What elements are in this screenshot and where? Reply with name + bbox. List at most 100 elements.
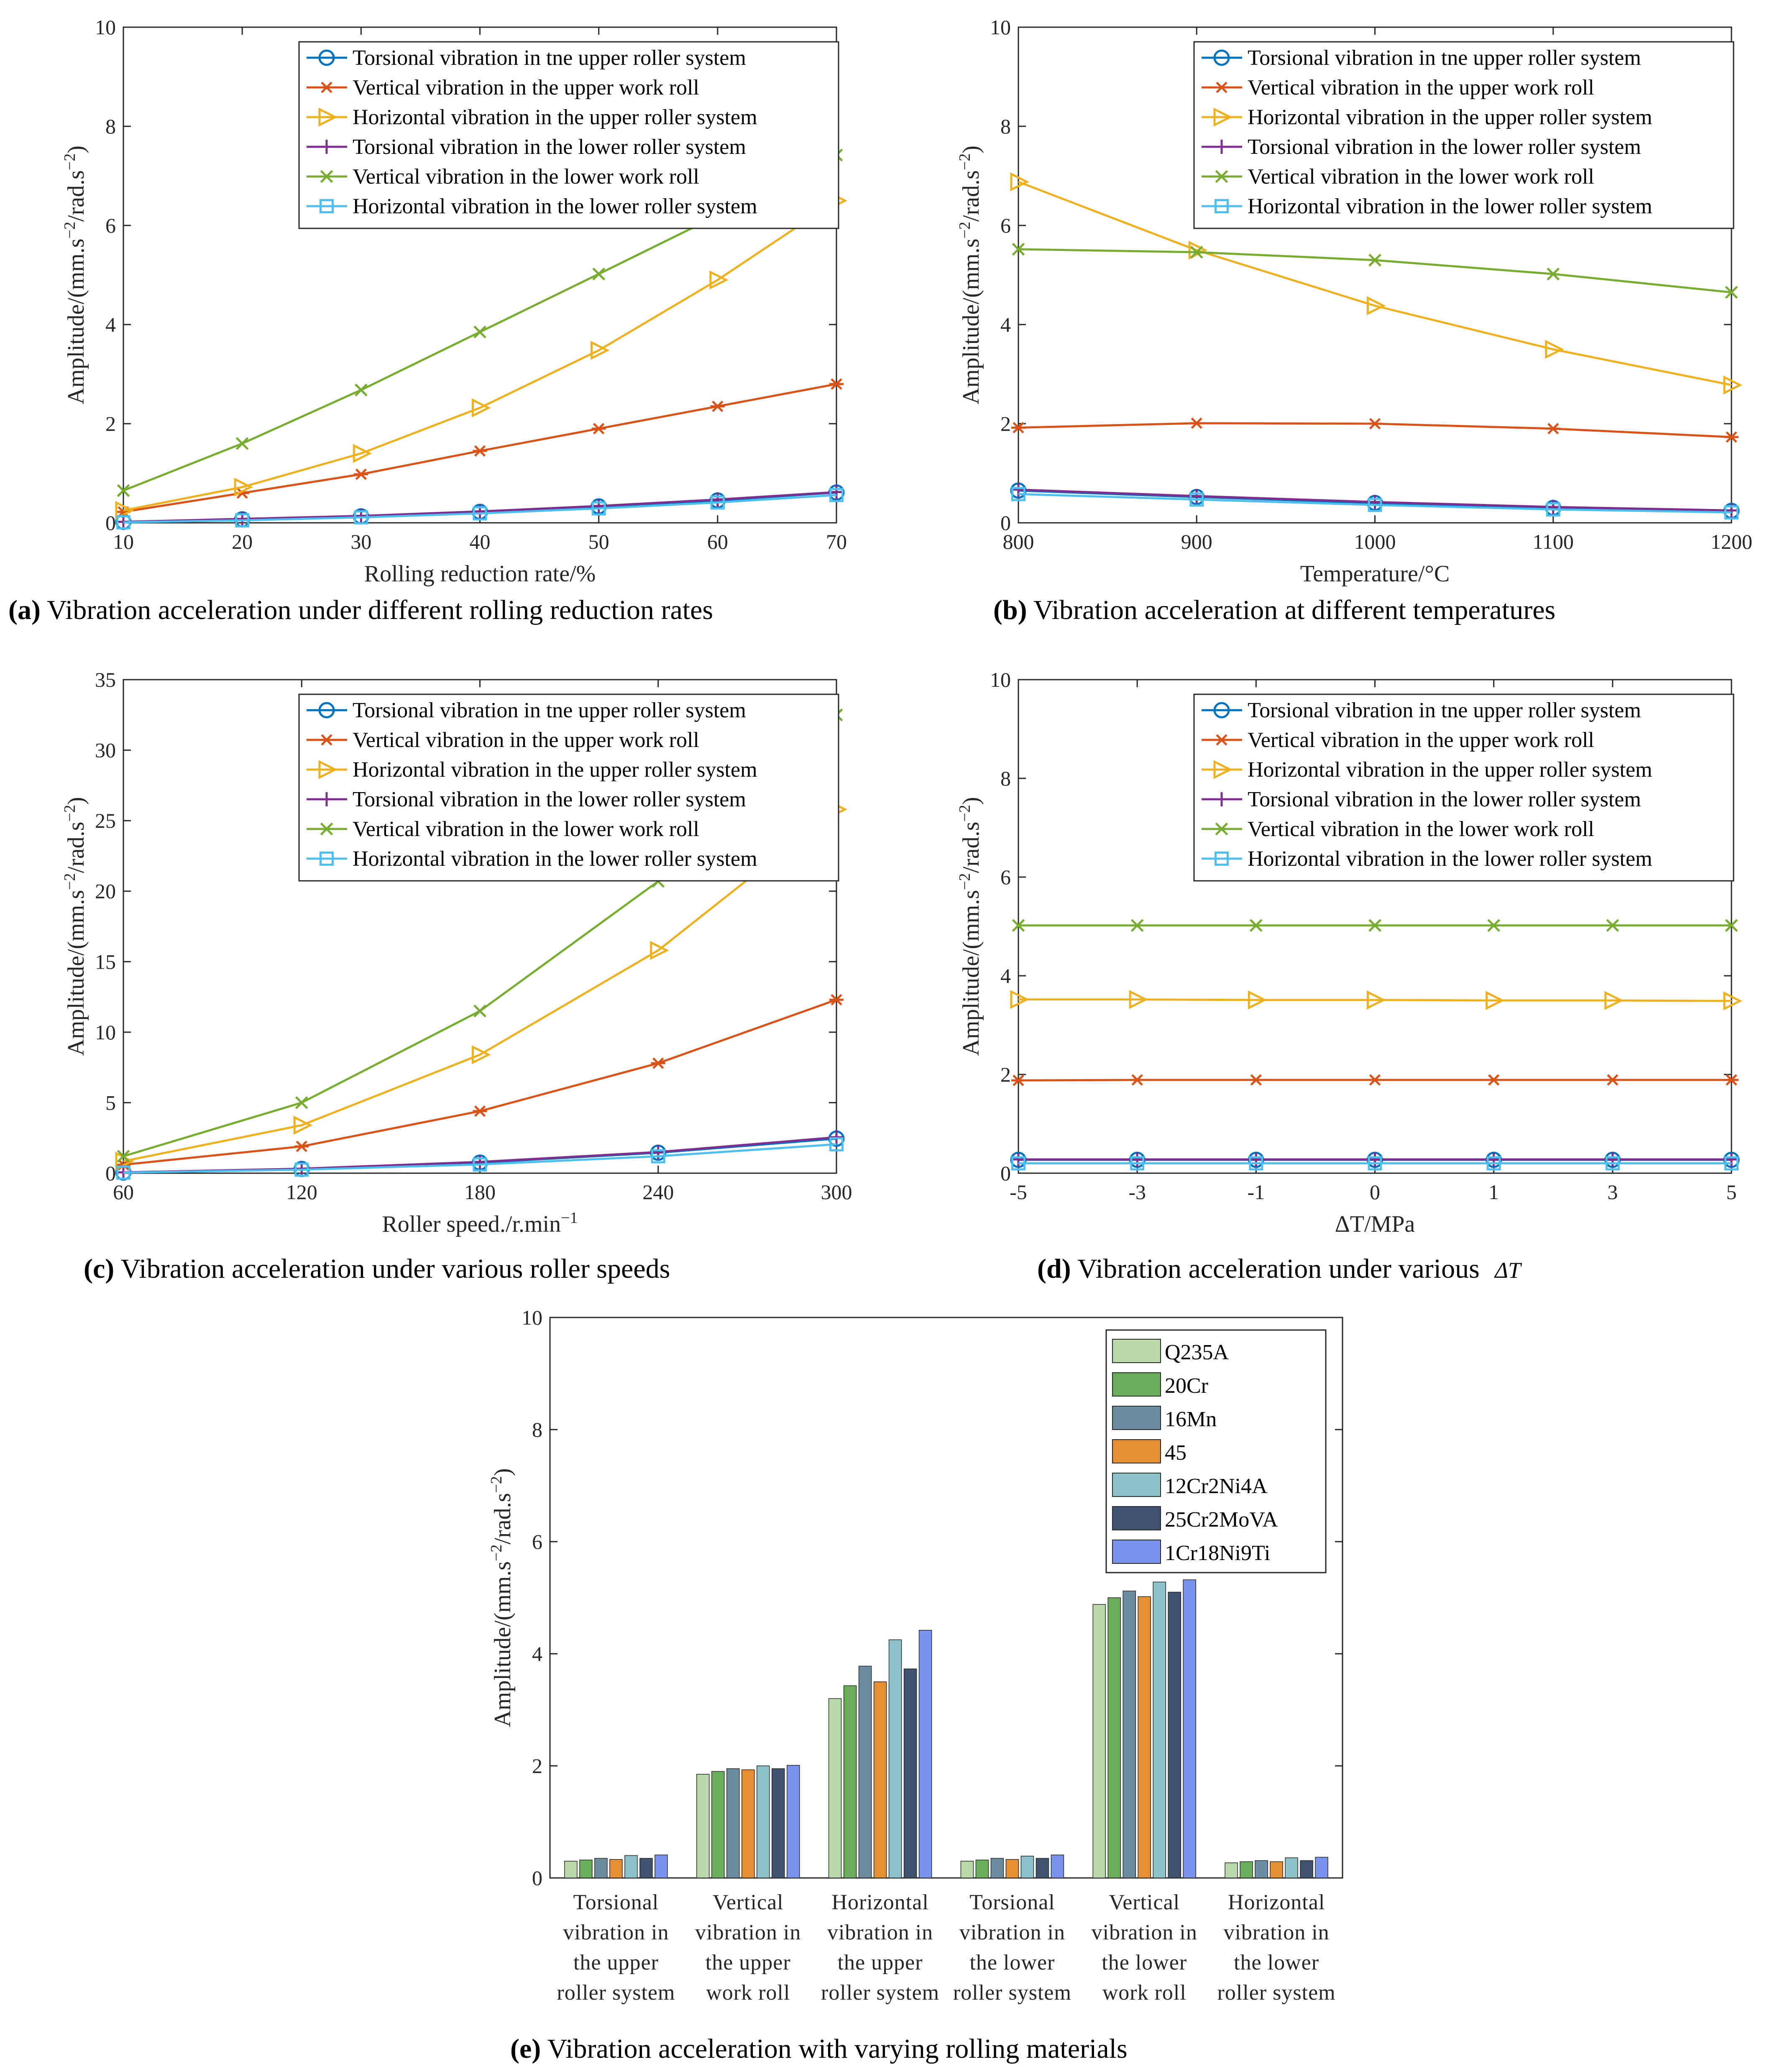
series-2 (1010, 990, 1742, 1010)
data-point (1130, 1156, 1145, 1171)
legend-swatch (1112, 1540, 1161, 1564)
caption-label: (c) (84, 1253, 114, 1284)
series-line (123, 808, 837, 1162)
y-tick-label: 2 (1000, 412, 1011, 435)
legend-marker (320, 734, 334, 746)
category-label-line: the lower (969, 1951, 1055, 1975)
y-tick-label: 6 (105, 214, 116, 237)
series-1 (1011, 1074, 1739, 1086)
legend-entry: Horizontal vibration in the upper roller… (1248, 105, 1652, 129)
caption-symbol: ΔT (1494, 1258, 1522, 1283)
bar (960, 1861, 974, 1878)
legend-marker (1213, 702, 1230, 719)
x-tick-label: 1100 (1533, 530, 1574, 553)
category-label: Horizontal vibration in the lower roller sy… (1217, 1890, 1336, 2005)
data-point (1189, 417, 1204, 429)
bar (1315, 1857, 1328, 1878)
data-point (473, 1105, 487, 1117)
chart-panel-d: 0 2 4 6 8 10 -5 -3 -1 0 1 3 5 ΔT/MPa Amplitude/(mm.s−2… (956, 668, 1742, 1284)
plot-frame (549, 1317, 1343, 1879)
data-point (472, 1045, 491, 1064)
legend-entry: Q235A (1165, 1340, 1229, 1364)
bar (772, 1768, 785, 1878)
data-point (1189, 489, 1204, 504)
caption-text: Vibration acceleration with varying roll… (541, 2034, 1127, 2064)
y-axis-label: Amplitude/(mm.s−2/rad.s−2) (61, 146, 89, 404)
legend-marker (320, 170, 333, 183)
series-line (1018, 422, 1732, 438)
x-tick-label: 5 (1726, 1180, 1737, 1204)
category-label-line: the lower (1234, 1951, 1319, 1975)
panel-caption: (e) Vibration acceleration with varying … (510, 2034, 1128, 2064)
data-point (1545, 340, 1564, 359)
bar (828, 1698, 842, 1878)
data-point (235, 437, 249, 450)
bar (1138, 1596, 1151, 1878)
y-tick-label: 10 (95, 15, 116, 39)
x-tick-label: 900 (1181, 530, 1212, 553)
data-point (1486, 991, 1505, 1010)
data-point (710, 400, 725, 412)
data-point (1723, 375, 1742, 395)
data-point (1604, 991, 1624, 1010)
data-point (591, 499, 606, 513)
y-tick-label: 8 (1000, 115, 1011, 138)
category-label-line: Horizontal (1228, 1890, 1325, 1914)
data-point (710, 492, 725, 507)
data-point (473, 506, 487, 521)
category-label-line: vibration in (695, 1921, 801, 1944)
legend-entry: 20Cr (1165, 1374, 1208, 1398)
legend-marker (320, 82, 334, 93)
category-label-line: vibration in (959, 1921, 1065, 1944)
x-tick-label: 180 (464, 1180, 496, 1204)
series-line (123, 494, 837, 524)
data-point (1367, 990, 1386, 1010)
data-point (1012, 243, 1025, 256)
x-tick-label: -5 (1010, 1180, 1027, 1204)
data-point (1011, 1156, 1025, 1171)
data-point (235, 513, 250, 528)
legend-box (298, 693, 839, 882)
data-point (1486, 1156, 1501, 1171)
data-point (1368, 495, 1382, 509)
data-point (1606, 919, 1619, 932)
series-1 (1011, 417, 1739, 443)
bar (726, 1768, 740, 1878)
data-point (1130, 919, 1144, 932)
legend-swatch (1112, 1406, 1161, 1430)
y-tick-label: 4 (1000, 964, 1011, 987)
y-tick-label: 2 (1000, 1063, 1011, 1086)
legend-marker (1215, 170, 1228, 183)
bar (975, 1860, 989, 1878)
chart-panel-c: 0 5 10 15 20 25 30 35 60 120 180 240 300 Roller speed… (61, 668, 852, 1284)
data-point (1368, 919, 1381, 932)
bar (1020, 1855, 1034, 1878)
legend-marker (1215, 82, 1229, 93)
category-label: Torsional vibration in the upper roller sys… (557, 1890, 675, 2005)
y-tick-label: 10 (522, 1306, 542, 1329)
bar (873, 1681, 887, 1878)
legend-entry: 45 (1165, 1441, 1187, 1465)
data-point (1724, 431, 1739, 443)
x-tick-label: 240 (642, 1180, 674, 1204)
data-point (1249, 1156, 1263, 1171)
category-label-line: vibration in (827, 1921, 933, 1944)
legend-marker (320, 792, 334, 806)
data-point (473, 1004, 486, 1018)
legend-marker (318, 49, 335, 66)
chart-panel-a: 0 2 4 6 8 10 10 20 30 40 50 60 70 Rolling reduction r… (8, 15, 847, 625)
legend-entry: Vertical vibration in the lower work rol… (1248, 817, 1594, 841)
legend-box (1193, 41, 1734, 229)
data-point (115, 501, 134, 520)
y-axis-label: Amplitude/(mm.s−2/rad.s−2) (956, 146, 984, 404)
legend-marker (1215, 792, 1229, 806)
data-point (829, 488, 844, 502)
bar (903, 1668, 917, 1878)
data-point (1724, 1074, 1739, 1086)
series-2 (115, 191, 847, 520)
y-tick-label: 0 (532, 1866, 542, 1890)
x-tick-label: 70 (826, 530, 847, 553)
y-tick-label: 15 (95, 950, 116, 973)
category-label-line: work roll (1102, 1981, 1187, 2005)
